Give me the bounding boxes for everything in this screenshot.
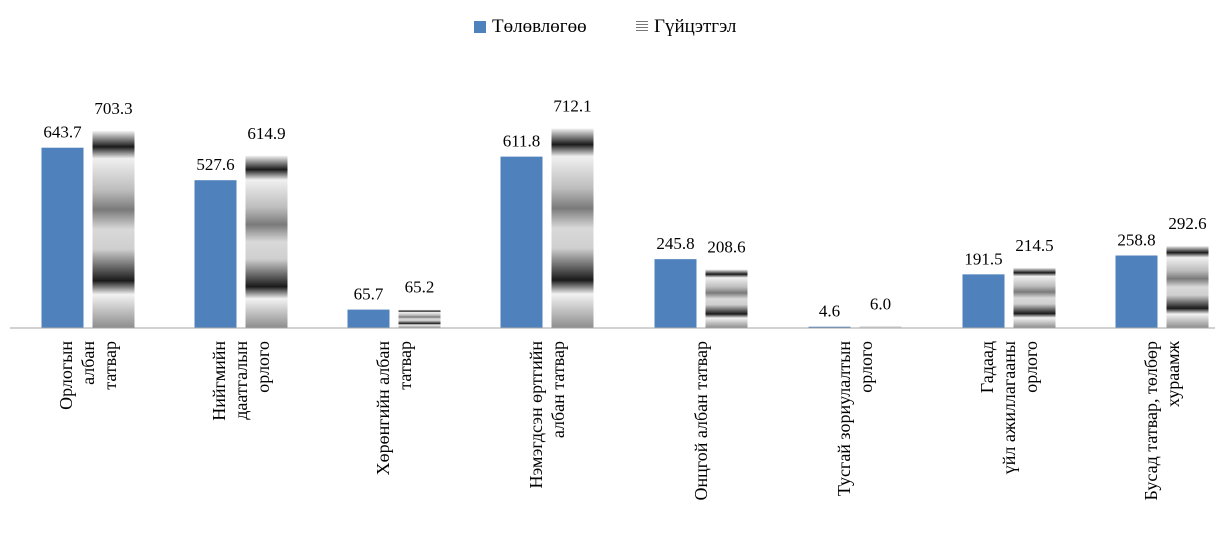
data-label-plan: 4.6 (819, 302, 840, 321)
data-label-plan: 611.8 (503, 132, 541, 151)
bar-plan (654, 259, 697, 328)
bar-actual (1013, 267, 1056, 328)
bar-plan (194, 180, 237, 328)
category-label: татвар (395, 341, 415, 390)
legend-item-actual: Гүйцэтгэл (636, 16, 736, 38)
category-label: албан татвар (548, 341, 568, 438)
bar-plan (41, 147, 84, 328)
category-label: Онцгой албан татвар (691, 341, 711, 500)
legend-swatch-actual (636, 21, 648, 33)
category-label: татвар (100, 341, 120, 390)
category-label: Хөрөнгийн албан (373, 341, 393, 476)
category-label: Орлогын (56, 341, 76, 410)
bar-actual (551, 128, 594, 328)
category-label: орлого (856, 341, 876, 393)
category-label: Нэмэгдсэн өртгийн (526, 341, 546, 489)
data-label-actual: 208.6 (707, 238, 745, 257)
category-label: Гадаад (977, 341, 997, 393)
data-label-actual: 703.3 (94, 99, 132, 118)
data-label-actual: 214.5 (1015, 236, 1053, 255)
data-label-plan: 245.8 (656, 234, 694, 253)
bar-plan (347, 309, 390, 328)
data-label-plan: 258.8 (1117, 231, 1155, 250)
category-label: үйл ажиллагааны (999, 341, 1019, 474)
bar-plan (1115, 255, 1158, 328)
category-label: орлого (1021, 341, 1041, 393)
data-label-actual: 712.1 (553, 97, 591, 116)
bar-actual (705, 269, 748, 328)
category-label: Тусгай зориулалтын (834, 341, 854, 497)
bar-actual (92, 131, 135, 328)
data-label-plan: 527.6 (196, 155, 234, 174)
category-label: Нийгмийн (209, 341, 229, 421)
data-label-plan: 191.5 (964, 249, 1002, 268)
data-label-actual: 6.0 (870, 294, 891, 313)
legend-swatch-plan (474, 21, 486, 33)
bar-actual (1166, 246, 1209, 328)
category-label: албан (78, 341, 98, 385)
data-label-actual: 65.2 (405, 278, 435, 297)
category-label: Бусад татвар, төлбөр (1141, 341, 1161, 500)
bar-plan (808, 326, 851, 328)
legend-label-actual: Гүйцэтгэл (654, 16, 737, 37)
legend-item-plan: Төлөвлөгөө (474, 16, 587, 38)
data-label-actual: 292.6 (1168, 214, 1206, 233)
bar-plan (962, 274, 1005, 328)
data-label-plan: 643.7 (43, 123, 82, 142)
category-label: даатгалын (231, 341, 251, 420)
bar-plan (500, 156, 543, 328)
bar-actual (859, 326, 902, 328)
category-label: орлого (253, 341, 273, 393)
legend-label-plan: Төлөвлөгөө (492, 16, 587, 37)
data-label-actual: 614.9 (247, 124, 285, 143)
bar-actual (245, 155, 288, 328)
category-label: хураамж (1163, 340, 1183, 407)
bar-actual (398, 309, 441, 328)
data-label-plan: 65.7 (354, 285, 384, 304)
